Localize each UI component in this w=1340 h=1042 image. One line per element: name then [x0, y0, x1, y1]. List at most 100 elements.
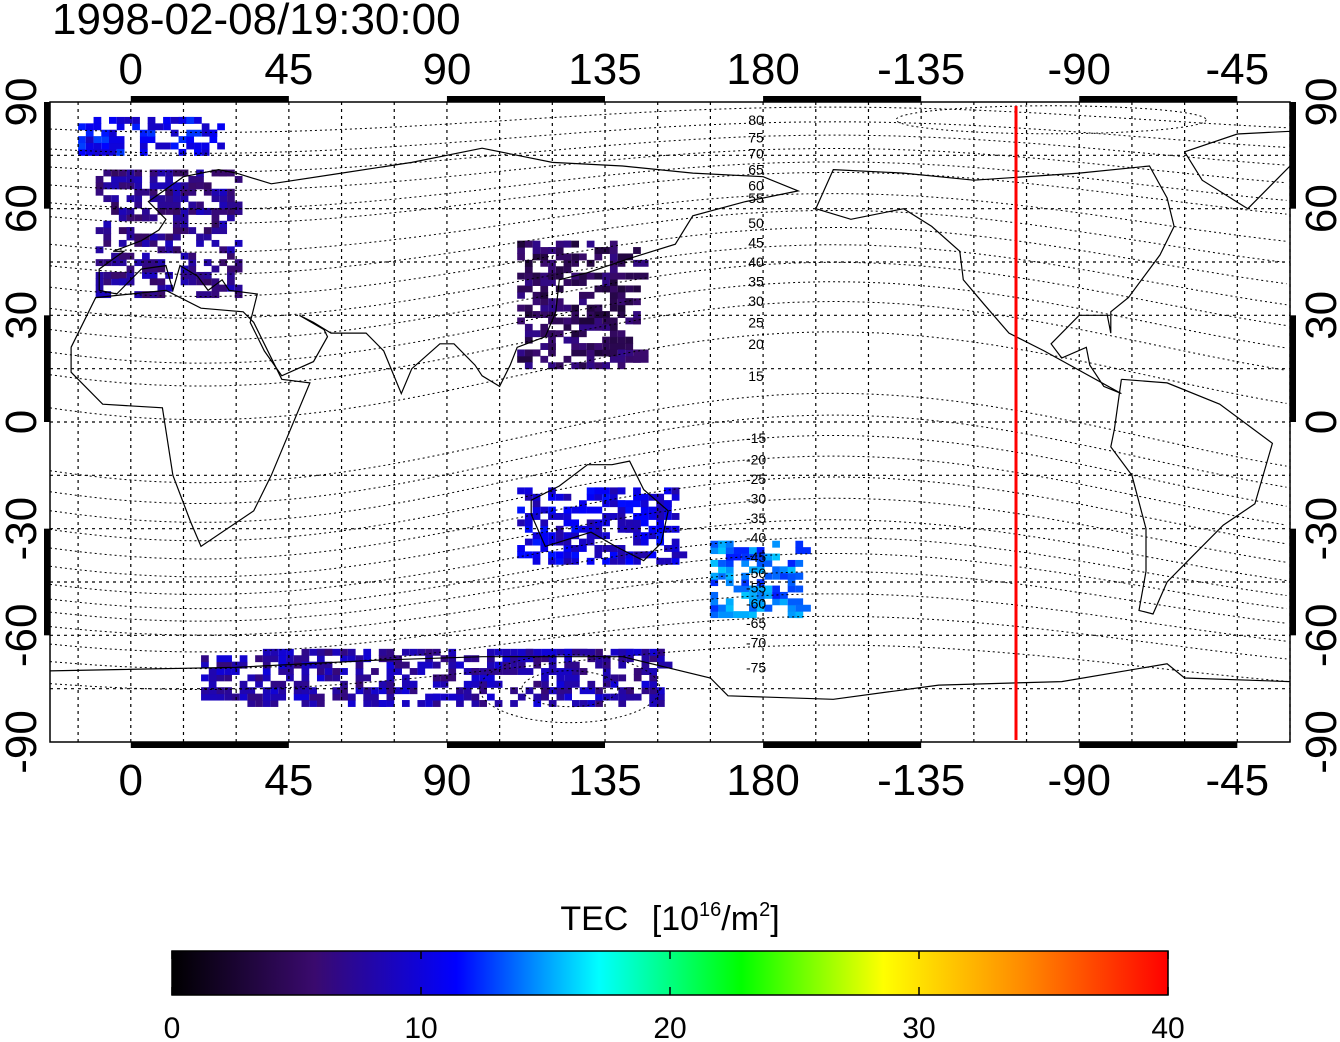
- tec-cell: [540, 298, 549, 306]
- magnetic-latitude-label: 35: [748, 274, 764, 290]
- tec-cell: [718, 604, 726, 612]
- tec-cell: [165, 201, 181, 209]
- colorbar-tick-label: 30: [902, 1012, 935, 1042]
- tec-cell: [625, 336, 634, 344]
- tec-cell: [772, 572, 780, 580]
- magnetic-line: [50, 148, 1287, 192]
- tec-cell: [609, 304, 618, 312]
- tec-cell: [203, 233, 212, 241]
- tec-cell: [625, 298, 634, 306]
- tec-cell: [316, 674, 325, 682]
- tec-cell: [671, 538, 680, 546]
- tec-cell: [617, 525, 634, 533]
- tec-cell: [93, 116, 102, 124]
- magnetic-latitude-label: 60: [748, 178, 764, 194]
- tec-cell: [579, 700, 588, 707]
- tec-cell: [563, 493, 572, 501]
- tec-cell: [93, 142, 102, 150]
- tec-cell: [609, 355, 626, 363]
- bottom-lon-tick: 45: [264, 756, 313, 805]
- tec-cell: [579, 500, 587, 508]
- tec-cell: [609, 545, 618, 552]
- tec-cell: [163, 116, 171, 124]
- tec-cell: [524, 279, 533, 286]
- tec-cell: [571, 317, 580, 325]
- tec-cell: [609, 343, 626, 350]
- tec-cell: [172, 246, 181, 254]
- tec-cell: [649, 687, 658, 695]
- tec-cell: [371, 687, 379, 695]
- left-lat-tick: -30: [0, 497, 46, 561]
- tec-cell: [633, 259, 649, 267]
- tec-cell: [517, 291, 525, 299]
- tec-cell: [555, 253, 572, 261]
- frame-bar: [44, 102, 50, 209]
- tec-cell: [571, 279, 580, 286]
- tec-cell: [417, 668, 426, 675]
- tec-cell: [609, 493, 618, 501]
- tec-cell: [625, 557, 634, 565]
- tec-cell: [85, 142, 94, 150]
- tec-cell: [209, 136, 218, 144]
- tec-cell: [548, 362, 556, 370]
- tec-cell: [270, 700, 279, 707]
- tec-cell: [111, 175, 127, 183]
- tec-cell: [332, 687, 341, 695]
- tec-cell: [111, 169, 119, 177]
- tec-cell: [617, 506, 634, 514]
- tec-cell: [262, 700, 271, 707]
- tec-cell: [602, 317, 618, 325]
- tec-cell: [448, 668, 457, 675]
- tec-cell: [618, 674, 627, 682]
- tec-cell: [524, 538, 533, 546]
- tec-cell: [795, 604, 811, 612]
- tec-cell: [756, 579, 765, 587]
- frame-bar: [1290, 528, 1296, 636]
- tec-cell: [355, 674, 372, 682]
- tec-cell: [363, 648, 372, 656]
- tec-cell: [363, 693, 379, 701]
- colorbar-tick-label: 20: [653, 1012, 686, 1042]
- tec-cell: [617, 519, 626, 527]
- tec-cell: [188, 201, 197, 209]
- tec-cell: [586, 519, 595, 527]
- tec-cell: [93, 123, 102, 131]
- tec-cell: [656, 525, 665, 533]
- tec-cell: [211, 169, 228, 177]
- tec-cell: [617, 551, 626, 559]
- tec-cell: [170, 129, 179, 137]
- tec-cell: [617, 500, 626, 508]
- tec-cell: [456, 661, 464, 669]
- tec-cell: [165, 233, 181, 241]
- tec-cell: [664, 557, 672, 565]
- colorbar-tick-label: 40: [1151, 1012, 1184, 1042]
- tec-cell: [134, 182, 143, 190]
- tec-cell: [165, 195, 181, 203]
- tec-cell: [556, 693, 565, 701]
- tec-cell: [124, 116, 133, 124]
- tec-cell: [579, 545, 587, 552]
- tec-cell: [165, 175, 173, 183]
- tec-cell: [134, 188, 150, 196]
- tec-cell: [471, 693, 480, 701]
- tec-cell: [548, 538, 556, 546]
- tec-cell: [524, 362, 533, 370]
- magnetic-line: [50, 193, 1287, 253]
- tec-cell: [109, 142, 125, 150]
- top-lon-tick: 45: [264, 45, 313, 94]
- colorbar-title: TEC [1016/m2]: [560, 899, 779, 938]
- tec-cell: [671, 493, 680, 501]
- tec-cell: [188, 188, 197, 196]
- tec-cell: [203, 207, 212, 215]
- tec-cell: [479, 700, 487, 707]
- tec-cell: [172, 195, 181, 203]
- tec-cell: [524, 259, 533, 267]
- tec-cell: [649, 680, 658, 688]
- tec-cell: [540, 532, 549, 540]
- tec-cell: [203, 188, 212, 196]
- tec-cell: [111, 278, 127, 286]
- tec-cell: [163, 123, 171, 131]
- tec-cell: [142, 265, 158, 273]
- tec-cell: [609, 551, 618, 559]
- tec-cell: [211, 227, 228, 235]
